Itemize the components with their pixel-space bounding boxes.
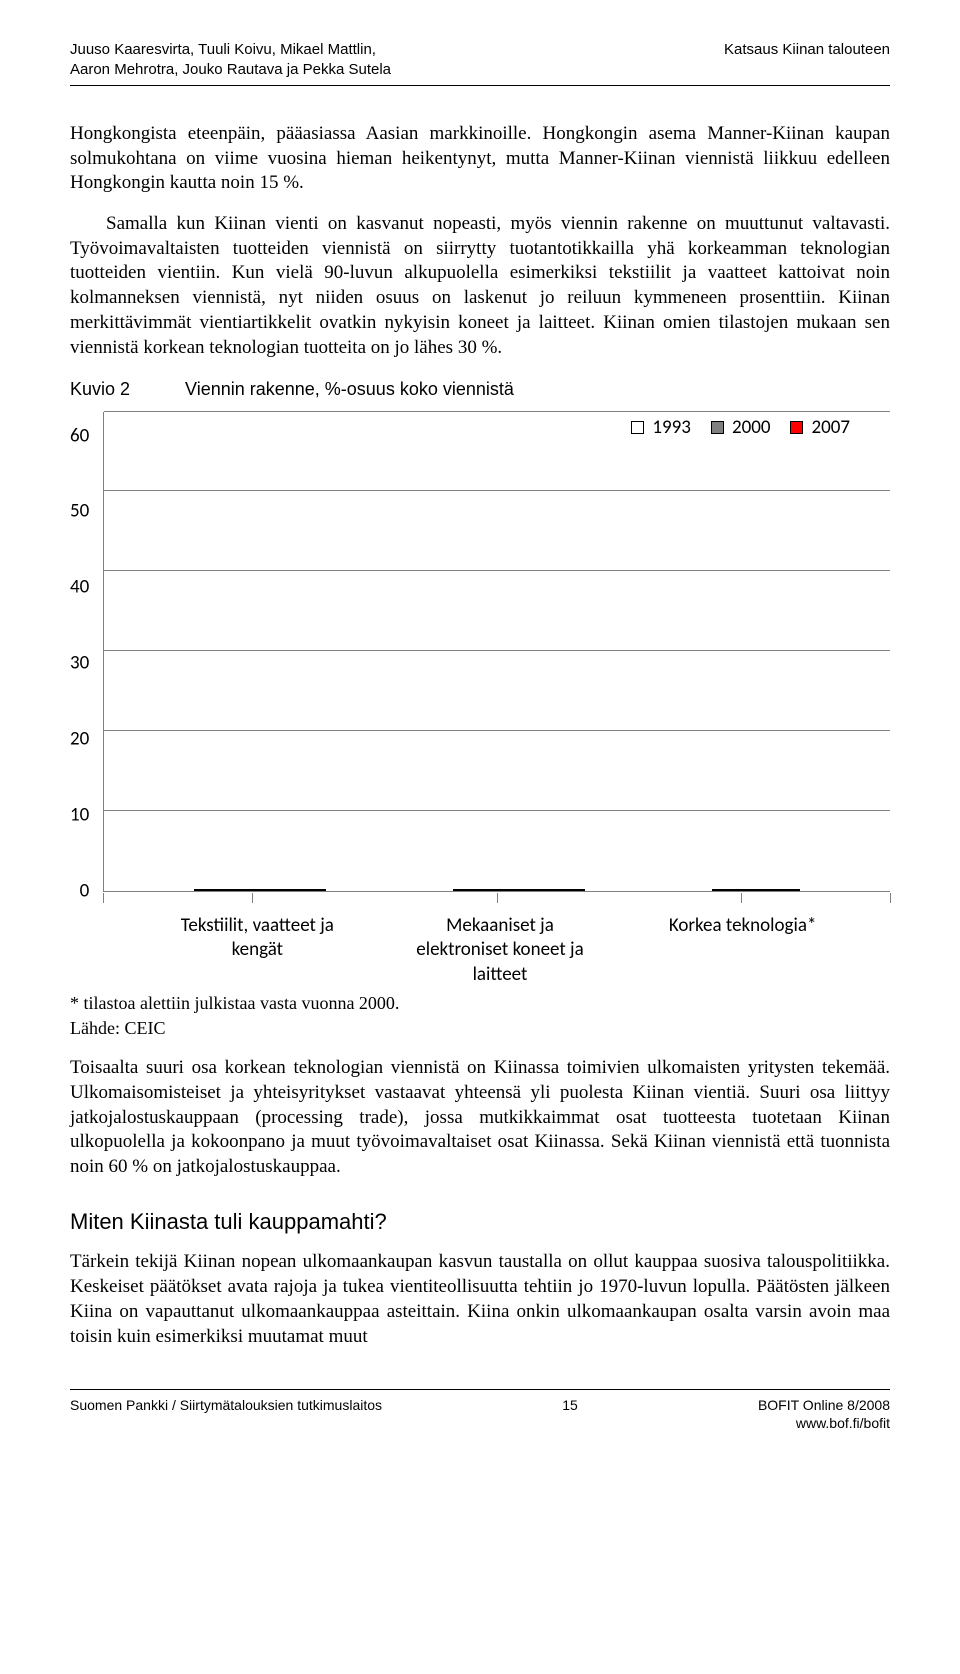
bar-2000 xyxy=(497,889,541,891)
chart-footnote-2: Lähde: CEIC xyxy=(70,1017,890,1040)
ytick-40: 40 xyxy=(70,576,89,601)
page-header: Juuso Kaaresvirta, Tuuli Koivu, Mikael M… xyxy=(70,40,890,86)
x-label-2: Korkea teknologia* xyxy=(643,914,843,988)
footer-right-1: BOFIT Online 8/2008 xyxy=(758,1396,890,1414)
chart-footnote-1: * tilastoa alettiin julkistaa vasta vuon… xyxy=(70,992,890,1015)
footer-right: BOFIT Online 8/2008 www.bof.fi/bofit xyxy=(758,1396,890,1432)
body-paragraph-1b: Samalla kun Kiinan vienti on kasvanut no… xyxy=(70,212,890,360)
bar-2007 xyxy=(282,889,326,891)
body-paragraph-1: Hongkongista eteenpäin, pääasiassa Aasia… xyxy=(70,122,890,196)
ytick-0: 0 xyxy=(80,879,90,904)
footer-right-2: www.bof.fi/bofit xyxy=(758,1414,890,1432)
ytick-10: 10 xyxy=(70,803,89,828)
x-label-0: Tekstiilit, vaatteet ja kengät xyxy=(157,914,357,988)
bar-group xyxy=(194,889,326,891)
ytick-50: 50 xyxy=(70,500,89,525)
section-heading: Miten Kiinasta tuli kauppamahti? xyxy=(70,1208,890,1237)
para1-sentence: Hongkongista eteenpäin, pääasiassa Aasia… xyxy=(70,123,890,193)
bar-1993 xyxy=(194,889,238,891)
body-paragraph-3: Tärkein tekijä Kiinan nopean ulkomaankau… xyxy=(70,1250,890,1349)
x-label-1: Mekaaniset ja elektroniset koneet ja lai… xyxy=(400,914,600,988)
header-right: Katsaus Kiinan talouteen xyxy=(724,40,890,79)
figure-label: Kuvio 2 xyxy=(70,378,180,401)
ytick-20: 20 xyxy=(70,727,89,752)
bar-chart: 60 50 40 30 20 10 0 1993 2000 xyxy=(70,412,890,988)
ytick-30: 30 xyxy=(70,652,89,677)
footer-left: Suomen Pankki / Siirtymätalouksien tutki… xyxy=(70,1396,382,1432)
footer-page-number: 15 xyxy=(562,1396,578,1432)
plot-area: 1993 2000 2007 xyxy=(103,412,890,892)
figure-caption: Kuvio 2 Viennin rakenne, %-osuus koko vi… xyxy=(70,378,890,401)
ytick-60: 60 xyxy=(70,424,89,449)
bar-2000 xyxy=(712,889,756,891)
bar-group xyxy=(712,889,800,891)
bar-group xyxy=(453,889,585,891)
bar-2000 xyxy=(238,889,282,891)
x-axis-labels: Tekstiilit, vaatteet ja kengät Mekaanise… xyxy=(70,892,890,988)
bar-1993 xyxy=(453,889,497,891)
body-paragraph-2: Toisaalta suuri osa korkean teknologian … xyxy=(70,1056,890,1179)
header-left: Juuso Kaaresvirta, Tuuli Koivu, Mikael M… xyxy=(70,40,391,79)
bar-2007 xyxy=(756,889,800,891)
header-authors-1: Juuso Kaaresvirta, Tuuli Koivu, Mikael M… xyxy=(70,40,391,60)
header-authors-2: Aaron Mehrotra, Jouko Rautava ja Pekka S… xyxy=(70,60,391,80)
figure-title: Viennin rakenne, %-osuus koko viennistä xyxy=(185,379,514,399)
y-axis-labels: 60 50 40 30 20 10 0 xyxy=(70,412,103,892)
page-footer: Suomen Pankki / Siirtymätalouksien tutki… xyxy=(70,1389,890,1432)
bar-2007 xyxy=(541,889,585,891)
